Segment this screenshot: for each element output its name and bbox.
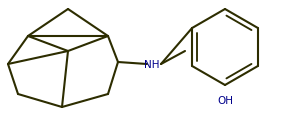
Text: OH: OH — [217, 95, 233, 105]
Text: NH: NH — [144, 60, 160, 69]
